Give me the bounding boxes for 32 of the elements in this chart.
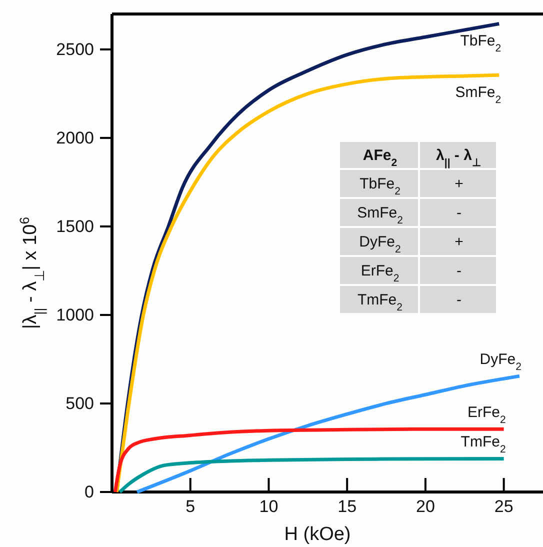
annotation: -: [456, 204, 462, 222]
x-tick-label: 15: [338, 497, 357, 516]
annotation: TbFe$_{2}$: [360, 176, 401, 198]
series-label: SmFe$_{2}$: [455, 84, 502, 106]
y-tick-label: 1500: [56, 216, 94, 236]
series-label: TbFe$_{2}$: [460, 32, 502, 55]
line-series: [118, 456, 506, 494]
series-label: DyFe$_{2}$: [480, 351, 522, 374]
annotation: -: [456, 292, 462, 308]
series-label: TmFe$_{2}$: [460, 434, 506, 456]
annotation: AFe$_{2}$: [362, 147, 398, 169]
x-tick-label: 5: [186, 497, 196, 516]
y-tick-label: 2000: [56, 128, 94, 148]
series-label: ErFe$_{2}$: [467, 404, 506, 426]
x-tick-label: 10: [259, 497, 278, 516]
annotation: ErFe$_{2}$: [360, 262, 400, 284]
annotation: -: [456, 262, 462, 280]
annotation: SmFe$_{2}$: [357, 204, 404, 226]
annotation: λ$_{||}$ - λ$_{⊥}$: [436, 147, 482, 169]
y-tick-label: 1000: [56, 305, 94, 324]
y-tick-label: 500: [66, 394, 94, 413]
annotation: +: [454, 234, 464, 250]
line-series: [135, 374, 522, 494]
x-axis-title: H (kOe): [284, 524, 351, 545]
x-tick-label: 25: [494, 497, 514, 516]
annotation: DyFe$_{2}$: [359, 234, 401, 256]
annotation: TmFe$_{2}$: [357, 292, 403, 314]
y-tick-label: 2500: [56, 40, 94, 59]
x-tick-label: 20: [416, 497, 435, 516]
annotation: +: [454, 176, 464, 192]
line-series: [113, 427, 506, 494]
y-tick-label: 0: [84, 482, 94, 502]
